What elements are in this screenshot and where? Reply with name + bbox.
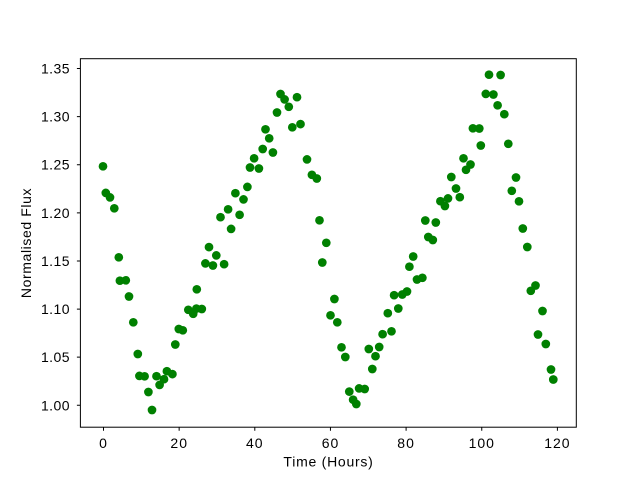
- svg-text:80: 80: [397, 435, 415, 451]
- svg-text:120: 120: [544, 435, 570, 451]
- svg-text:1.00: 1.00: [41, 397, 70, 413]
- svg-text:0: 0: [99, 435, 108, 451]
- svg-text:40: 40: [246, 435, 264, 451]
- svg-text:1.15: 1.15: [41, 253, 70, 269]
- svg-text:1.30: 1.30: [41, 109, 70, 125]
- svg-text:60: 60: [322, 435, 340, 451]
- svg-text:1.35: 1.35: [41, 61, 70, 77]
- svg-text:100: 100: [469, 435, 495, 451]
- svg-text:1.10: 1.10: [41, 301, 70, 317]
- svg-text:1.05: 1.05: [41, 349, 70, 365]
- svg-text:Time (Hours): Time (Hours): [283, 454, 373, 470]
- svg-text:Normalised Flux: Normalised Flux: [18, 188, 34, 298]
- svg-text:20: 20: [170, 435, 188, 451]
- svg-text:1.25: 1.25: [41, 157, 70, 173]
- svg-text:1.20: 1.20: [41, 205, 70, 221]
